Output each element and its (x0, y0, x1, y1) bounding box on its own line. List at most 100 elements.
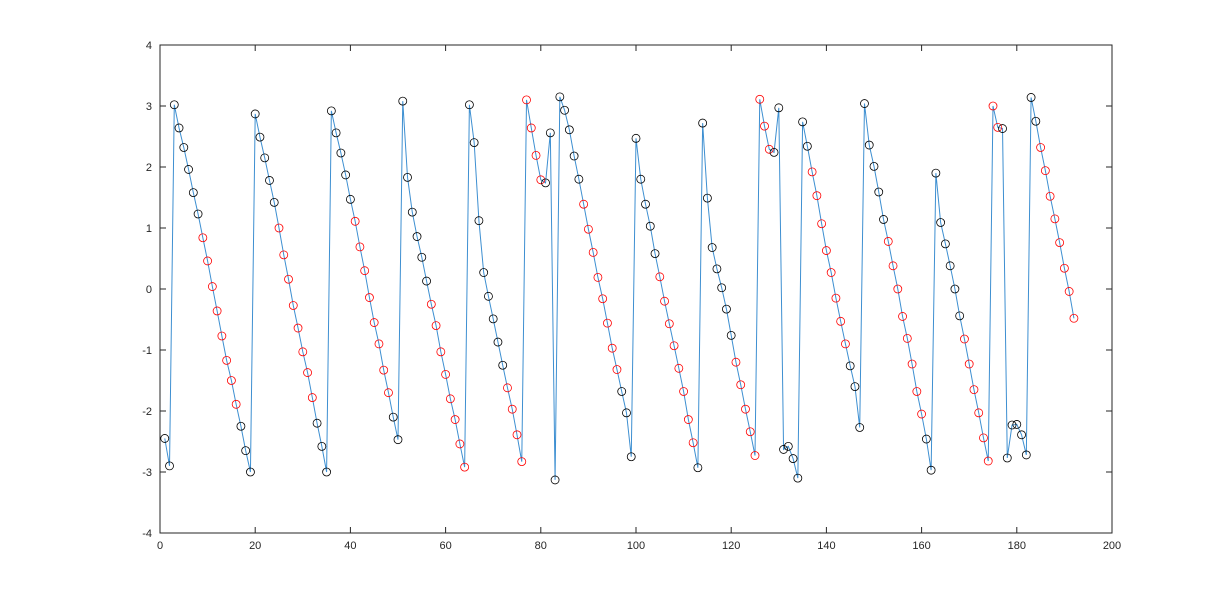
data-marker (236, 421, 246, 431)
data-marker (883, 237, 893, 246)
data-marker (541, 178, 550, 188)
data-marker (422, 276, 431, 286)
data-marker (226, 376, 236, 385)
data-marker (774, 103, 784, 113)
data-marker (579, 199, 589, 209)
x-tick-label: 160 (912, 540, 930, 552)
data-marker (374, 339, 384, 349)
data-marker (798, 117, 807, 127)
data-marker (426, 299, 436, 309)
data-marker (526, 123, 536, 133)
data-marker (564, 125, 574, 135)
data-marker (598, 294, 608, 304)
data-marker (1036, 143, 1045, 152)
data-marker (531, 151, 541, 160)
data-marker (517, 457, 527, 467)
data-marker (193, 209, 203, 219)
data-marker (807, 167, 817, 177)
data-marker (626, 452, 636, 462)
data-marker (593, 273, 603, 282)
data-marker (1021, 450, 1031, 460)
x-tick-label: 120 (722, 540, 740, 552)
data-marker (869, 161, 879, 171)
data-marker (1017, 430, 1026, 440)
data-marker (731, 357, 741, 367)
data-marker (246, 467, 255, 477)
data-marker (698, 118, 708, 128)
data-marker (336, 148, 346, 158)
y-tick-label: 1 (146, 223, 152, 235)
data-marker (912, 387, 922, 396)
data-marker (921, 434, 931, 444)
data-marker (955, 311, 965, 321)
data-marker (893, 284, 903, 294)
data-marker (269, 197, 279, 207)
data-marker (350, 216, 360, 226)
data-marker (326, 106, 336, 116)
data-marker (488, 314, 498, 324)
data-marker (788, 454, 798, 463)
data-marker (931, 168, 941, 178)
data-marker (345, 194, 355, 204)
data-marker (545, 128, 555, 138)
data-marker (750, 451, 760, 460)
data-marker (874, 187, 884, 197)
data-marker (783, 441, 793, 451)
data-marker (736, 380, 746, 390)
data-marker (288, 301, 298, 310)
data-marker (898, 312, 907, 321)
data-marker (455, 439, 465, 449)
data-marker (1026, 93, 1036, 102)
data-marker (555, 92, 565, 102)
data-marker (441, 369, 451, 379)
data-marker (160, 434, 170, 443)
data-marker (484, 291, 493, 301)
data-marker (860, 99, 869, 108)
data-marker (760, 121, 769, 131)
data-marker (679, 387, 688, 396)
data-marker (945, 261, 955, 271)
data-marker (641, 199, 650, 209)
data-marker (307, 393, 317, 402)
data-marker (479, 268, 489, 277)
data-marker (436, 347, 446, 357)
data-marker (645, 221, 655, 231)
data-marker (407, 207, 417, 217)
data-marker (802, 141, 812, 151)
data-marker (584, 224, 593, 234)
data-marker (536, 175, 546, 185)
data-marker (322, 467, 332, 477)
data-marker (360, 266, 370, 276)
data-marker (631, 133, 641, 143)
data-marker (717, 283, 727, 293)
data-marker (388, 412, 398, 422)
data-marker (779, 445, 788, 454)
data-marker (793, 473, 803, 483)
data-marker (460, 462, 470, 472)
axes-box (159, 44, 1113, 534)
x-tick-label: 100 (627, 540, 645, 552)
y-tick-label: -4 (142, 528, 152, 540)
data-marker (964, 359, 974, 369)
data-marker (907, 359, 917, 369)
y-tick-label: 4 (146, 40, 152, 52)
data-marker (726, 330, 736, 340)
data-marker (926, 465, 936, 475)
data-marker (607, 343, 617, 353)
data-marker (293, 323, 303, 333)
data-marker (493, 337, 503, 347)
data-marker (412, 232, 422, 241)
data-marker (764, 144, 774, 154)
data-marker (969, 385, 979, 395)
data-marker (674, 363, 684, 373)
data-marker (464, 100, 474, 110)
data-marker (983, 456, 993, 466)
data-marker (669, 341, 679, 351)
data-marker (1007, 420, 1017, 430)
data-marker (365, 293, 374, 302)
data-marker (588, 247, 598, 257)
data-marker (212, 306, 222, 316)
data-marker (1064, 287, 1074, 296)
data-marker (250, 109, 260, 119)
y-tick-label: -1 (142, 345, 152, 357)
